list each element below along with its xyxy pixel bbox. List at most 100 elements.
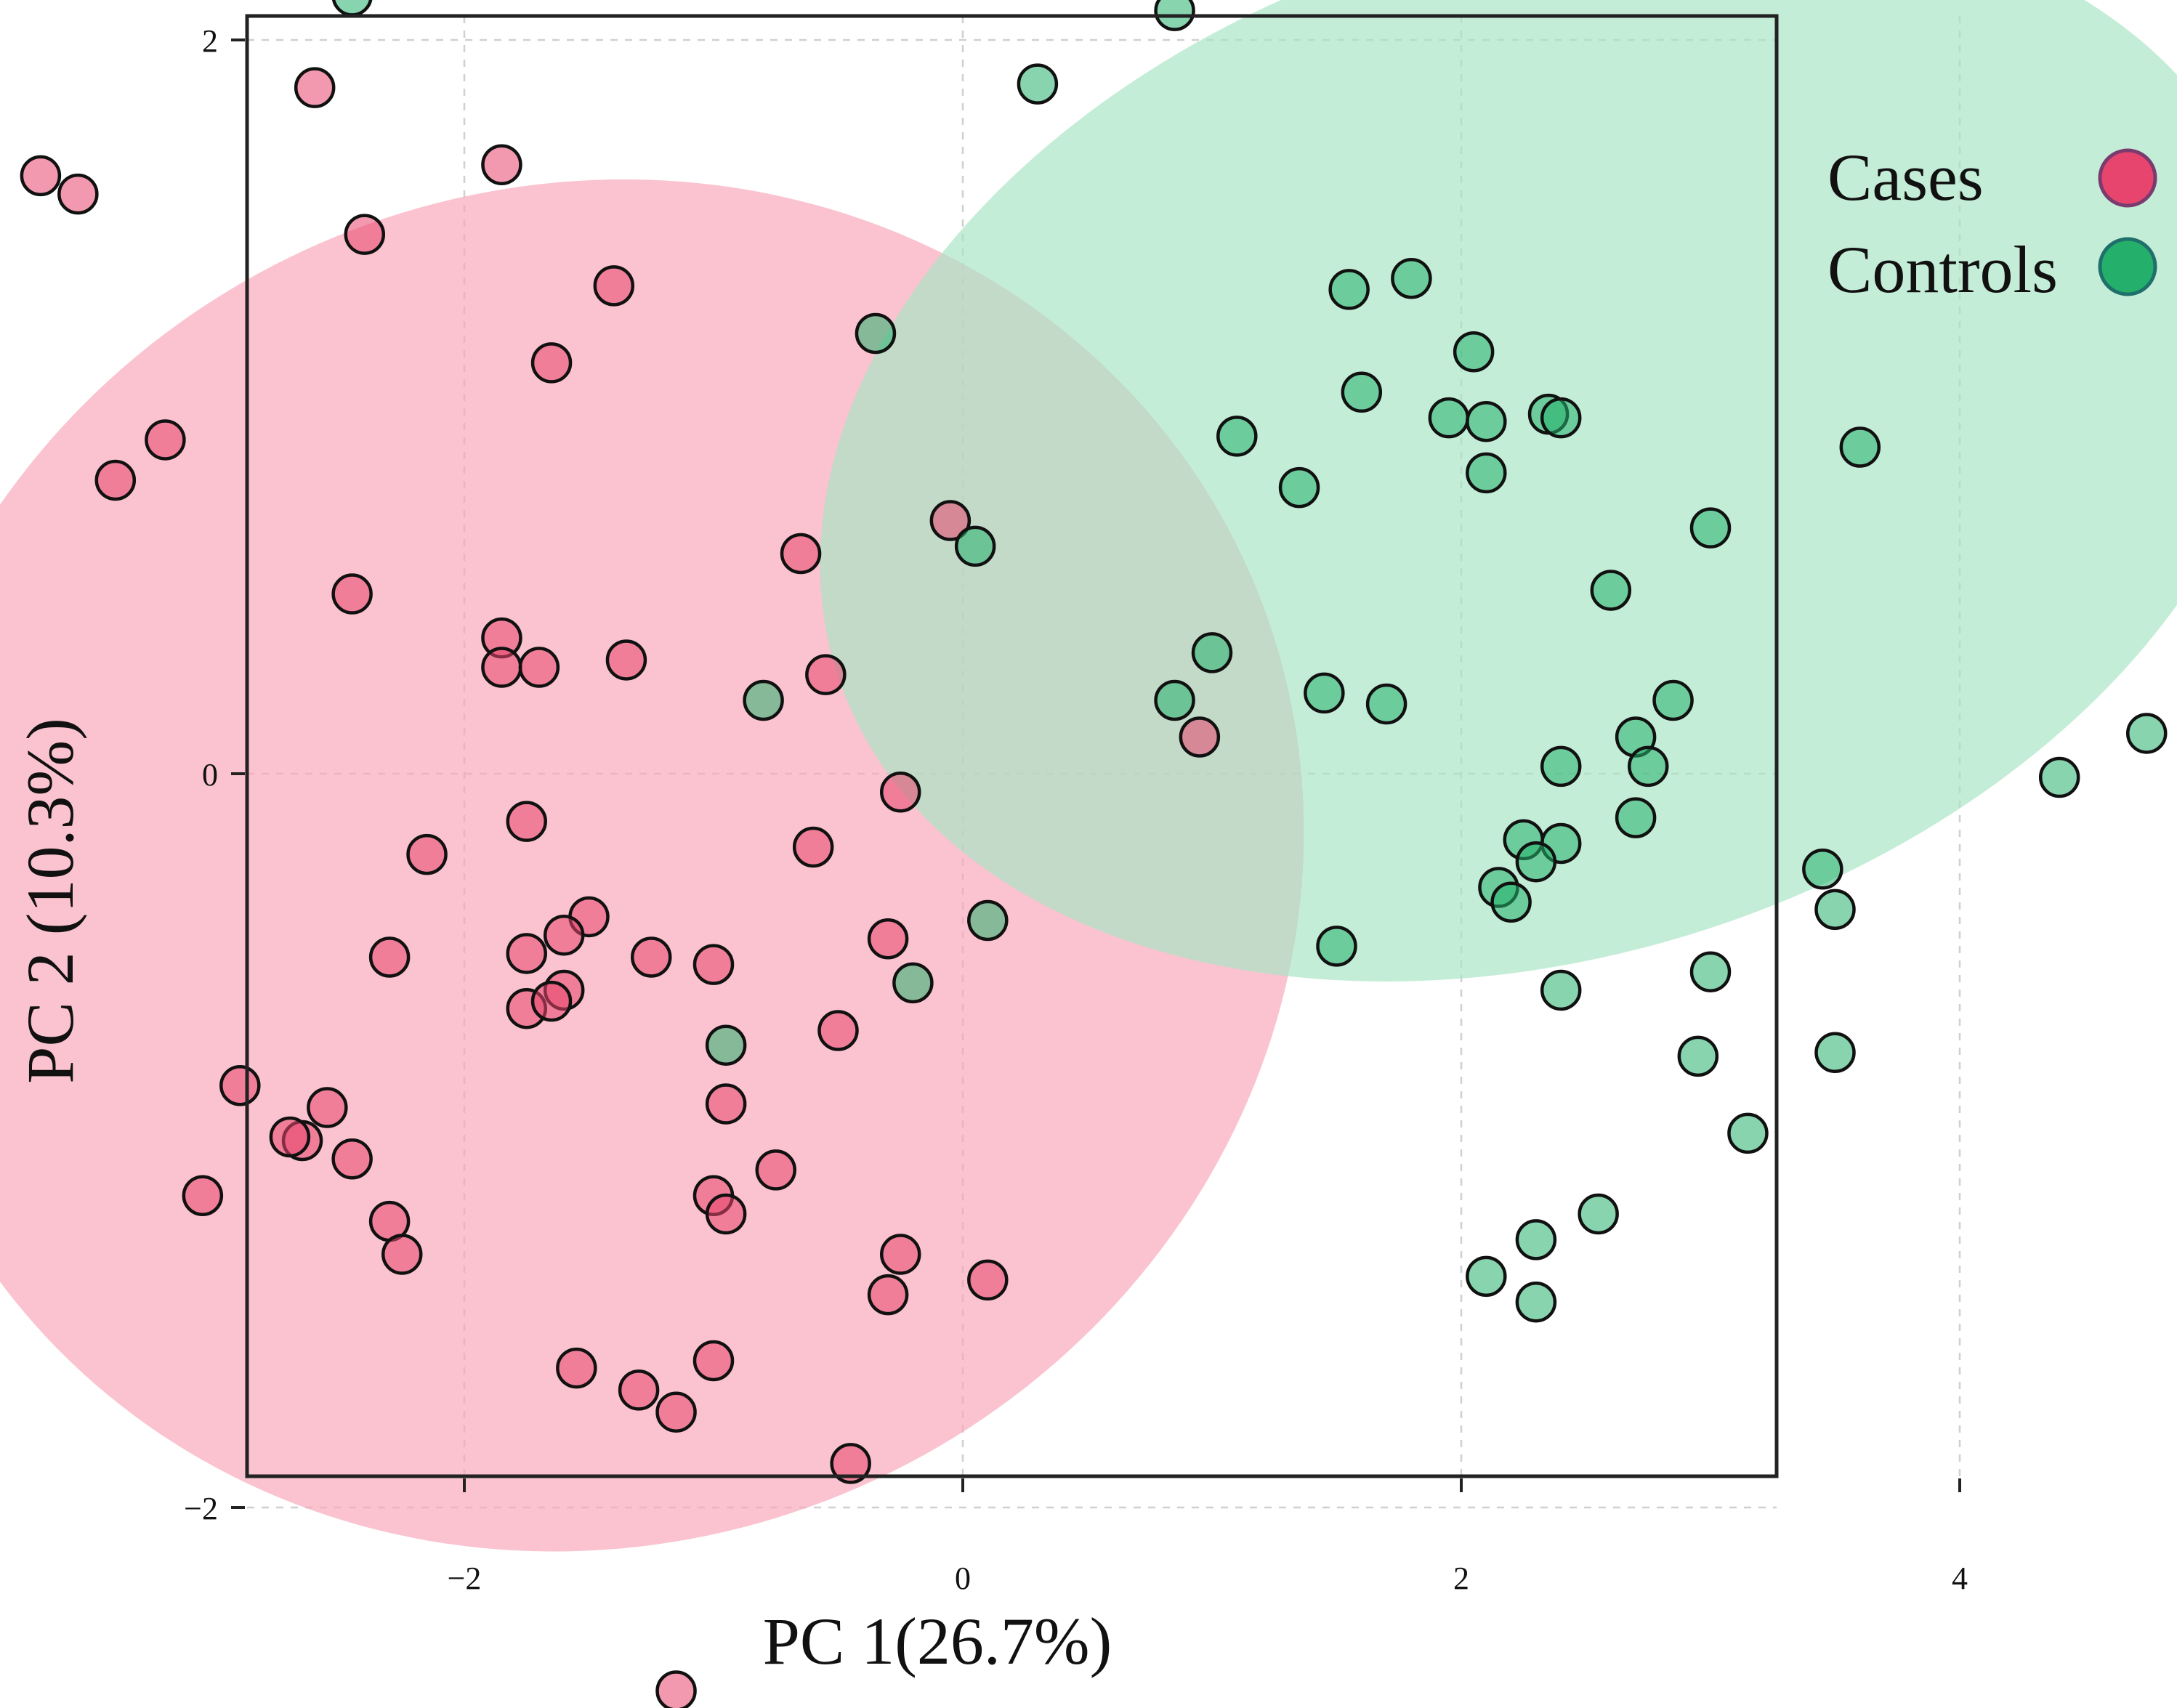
point-controls — [1814, 1032, 1856, 1074]
point-controls — [1328, 269, 1370, 310]
legend-swatch-cases — [2098, 148, 2157, 208]
legend-label-controls: Controls — [1827, 232, 2058, 307]
y-tick-label: −2 — [184, 1491, 218, 1526]
point-cases — [655, 1670, 697, 1708]
point-controls — [954, 525, 996, 567]
point-controls — [1615, 797, 1657, 838]
point-cases — [755, 1149, 796, 1191]
point-cases — [530, 342, 573, 384]
point-cases — [518, 647, 560, 688]
point-controls — [1017, 63, 1059, 105]
point-cases — [631, 936, 672, 978]
point-cases — [880, 1234, 921, 1275]
point-cases — [780, 533, 822, 575]
point-controls — [1278, 466, 1320, 509]
point-cases — [481, 144, 522, 185]
point-cases — [307, 1087, 348, 1128]
point-controls — [1814, 889, 1856, 931]
point-controls — [1628, 745, 1669, 788]
point-cases — [705, 1083, 747, 1125]
point-cases — [294, 67, 336, 108]
point-controls — [855, 312, 897, 355]
legend: Cases Controls — [1827, 140, 2157, 307]
point-controls — [1652, 679, 1694, 721]
point-controls — [331, 0, 373, 17]
point-controls — [1515, 1281, 1557, 1323]
point-controls — [1727, 1112, 1769, 1154]
point-controls — [1365, 683, 1407, 725]
point-cases — [817, 1010, 859, 1051]
point-cases — [57, 173, 99, 215]
y-tick-label: 2 — [202, 23, 218, 59]
point-cases — [182, 1175, 224, 1216]
point-cases — [331, 573, 373, 615]
point-controls — [1515, 1219, 1557, 1260]
point-controls — [1839, 426, 1881, 468]
point-cases — [344, 214, 386, 255]
point-cases — [655, 1391, 697, 1433]
point-cases — [219, 1065, 261, 1106]
point-controls — [1490, 881, 1532, 923]
point-cases — [543, 914, 585, 956]
point-controls — [1316, 926, 1357, 967]
point-controls — [1540, 969, 1582, 1011]
point-cases — [1179, 716, 1221, 758]
point-controls — [1540, 397, 1582, 439]
point-controls — [1689, 507, 1732, 549]
point-controls — [1391, 258, 1432, 299]
point-controls — [1515, 841, 1557, 883]
point-controls — [967, 899, 1009, 942]
point-cases — [481, 647, 522, 688]
point-cases — [94, 459, 137, 501]
point-controls — [1216, 416, 1258, 457]
point-controls — [1304, 672, 1345, 714]
point-controls — [1677, 1035, 1719, 1077]
y-axis-title: PC 2 (10.3%) — [13, 718, 87, 1083]
point-cases — [406, 833, 448, 875]
legend-swatch-controls — [2098, 237, 2157, 296]
point-cases — [530, 980, 573, 1022]
x-tick-label: 4 — [1952, 1561, 1968, 1596]
point-controls — [1689, 951, 1732, 992]
y-tick-label: 0 — [202, 757, 218, 793]
point-controls — [2126, 713, 2168, 754]
point-controls — [1428, 397, 1470, 439]
point-controls — [1802, 849, 1843, 890]
point-cases — [705, 1193, 747, 1235]
point-cases — [506, 801, 547, 842]
point-cases — [880, 772, 921, 813]
point-cases — [145, 419, 186, 461]
point-cases — [20, 155, 62, 197]
point-controls — [1578, 1193, 1619, 1235]
x-tick-label: 0 — [955, 1561, 971, 1596]
point-cases — [593, 265, 635, 307]
point-cases — [792, 826, 834, 868]
point-cases — [506, 933, 547, 974]
point-cases — [556, 1347, 597, 1389]
point-cases — [929, 500, 972, 541]
point-cases — [830, 1443, 871, 1484]
point-cases — [368, 936, 411, 978]
point-controls — [892, 962, 934, 1004]
point-controls — [1466, 452, 1507, 494]
point-controls — [1154, 679, 1195, 721]
x-tick-label: −2 — [448, 1561, 482, 1596]
point-cases — [867, 1274, 909, 1316]
plot-frame — [245, 14, 1779, 1478]
point-controls — [2038, 756, 2080, 798]
point-controls — [1466, 1255, 1507, 1298]
point-cases — [331, 1138, 373, 1180]
x-axis-title: PC 1(26.7%) — [763, 1604, 1112, 1678]
point-controls — [1590, 570, 1632, 611]
point-cases — [967, 1259, 1009, 1301]
point-cases — [605, 639, 647, 681]
point-cases — [692, 944, 735, 985]
point-controls — [705, 1024, 747, 1066]
point-cases — [269, 1116, 311, 1158]
point-cases — [692, 1340, 735, 1382]
legend-label-cases: Cases — [1827, 140, 1984, 214]
point-cases — [867, 918, 909, 960]
